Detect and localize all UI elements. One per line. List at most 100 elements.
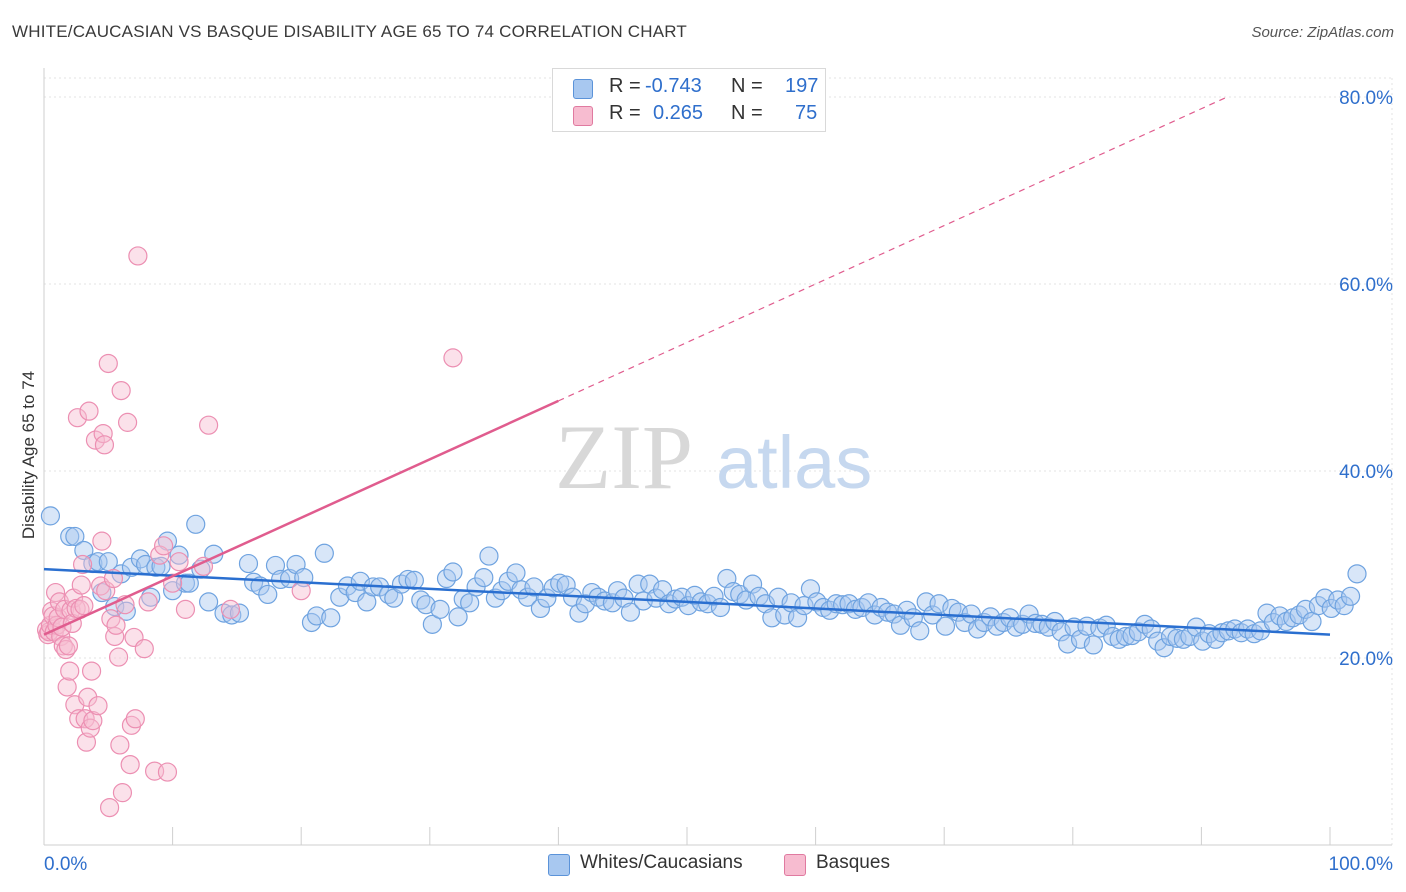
legend-r-label: R = [609,75,641,97]
data-point [128,246,148,266]
data-point [110,735,130,755]
watermark-zip: ZIP [555,406,693,508]
data-point [794,596,814,616]
data-point [120,754,140,775]
data-point [45,582,66,603]
data-point [474,567,494,588]
trend-line-basques-extension [558,96,1228,402]
legend-label-whites: Whites/Caucasians [580,852,743,873]
data-point [416,595,436,615]
data-point [929,594,949,614]
x-tick-label: 0.0% [44,854,87,875]
data-point [179,573,199,593]
data-point [321,608,341,628]
data-point [79,401,99,421]
data-point [314,543,334,563]
data-point [99,797,120,818]
data-point [550,573,570,593]
data-point [448,607,468,627]
data-point [60,526,80,547]
data-point [569,603,589,623]
data-point [1154,638,1174,658]
data-point [1083,635,1103,655]
data-point [404,570,424,590]
data-point [106,615,126,635]
data-point [910,621,930,641]
data-point [1334,596,1354,616]
data-point [74,540,94,561]
data-point [153,536,174,556]
data-point [65,526,85,547]
data-point [169,552,189,572]
data-point [1058,634,1078,654]
legend-swatch-basques [784,854,806,876]
data-point [186,514,206,534]
legend-r-value: -0.743 [645,75,702,97]
data-point [71,575,91,595]
data-point [72,554,93,575]
axes [43,68,1392,846]
data-point [57,677,77,697]
data-point [130,549,151,569]
data-point [67,408,88,428]
data-point [301,612,322,633]
y-tick-label: 40.0% [1339,462,1393,483]
data-point [379,584,399,605]
data-point [58,636,79,656]
data-point [1096,615,1116,635]
data-point [479,546,499,566]
stats-legend: R = -0.743 N = 197 R = 0.265 N = 75 [552,68,826,132]
legend-n-label: N = [731,102,763,124]
data-point [111,380,131,401]
legend-swatch-basques [573,106,593,126]
data-point [175,599,196,619]
data-point [169,545,189,565]
legend-r-value: 0.265 [653,102,704,124]
data-point [506,563,526,583]
data-point [112,783,133,803]
x-tick-label: 100.0% [1329,854,1394,875]
data-point [96,581,116,601]
data-point [157,762,178,782]
watermark-atlas: atlas [716,421,872,504]
y-axis-label: Disability Age 65 to 74 [19,371,38,539]
data-point [117,412,138,432]
y-tick-label: 20.0% [1339,649,1393,670]
data-point [530,598,550,619]
data-point [430,599,450,619]
data-point [1115,626,1136,647]
legend-label-basques: Basques [816,852,890,873]
legend-r-label: R = [609,102,641,124]
data-point [88,696,108,716]
data-point [1340,586,1361,606]
data-point [75,709,95,729]
data-point [1347,564,1367,584]
data-point [704,586,724,606]
y-tick-label: 60.0% [1339,275,1393,296]
data-point [742,574,763,594]
trend-line-basques [43,399,559,636]
data-point [238,553,259,574]
data-point [108,647,129,667]
data-point [556,575,576,595]
data-point [291,581,311,601]
data-point [443,562,463,582]
data-point [199,592,219,612]
data-point [83,711,103,731]
data-point [524,577,544,597]
data-point [607,581,628,601]
data-point [485,588,505,608]
trend-line-whites [43,567,1331,636]
data-point [307,606,327,626]
data-point [40,506,61,526]
data-point [60,661,80,681]
legend-swatch-whites [573,79,593,99]
legend-n-value: 75 [795,102,818,124]
data-point [422,614,442,634]
data-point [92,531,112,551]
data-point [652,580,673,600]
series-basques-points [36,246,463,818]
legend-n-label: N = [731,75,763,97]
data-point [220,599,241,619]
data-point [150,545,170,565]
